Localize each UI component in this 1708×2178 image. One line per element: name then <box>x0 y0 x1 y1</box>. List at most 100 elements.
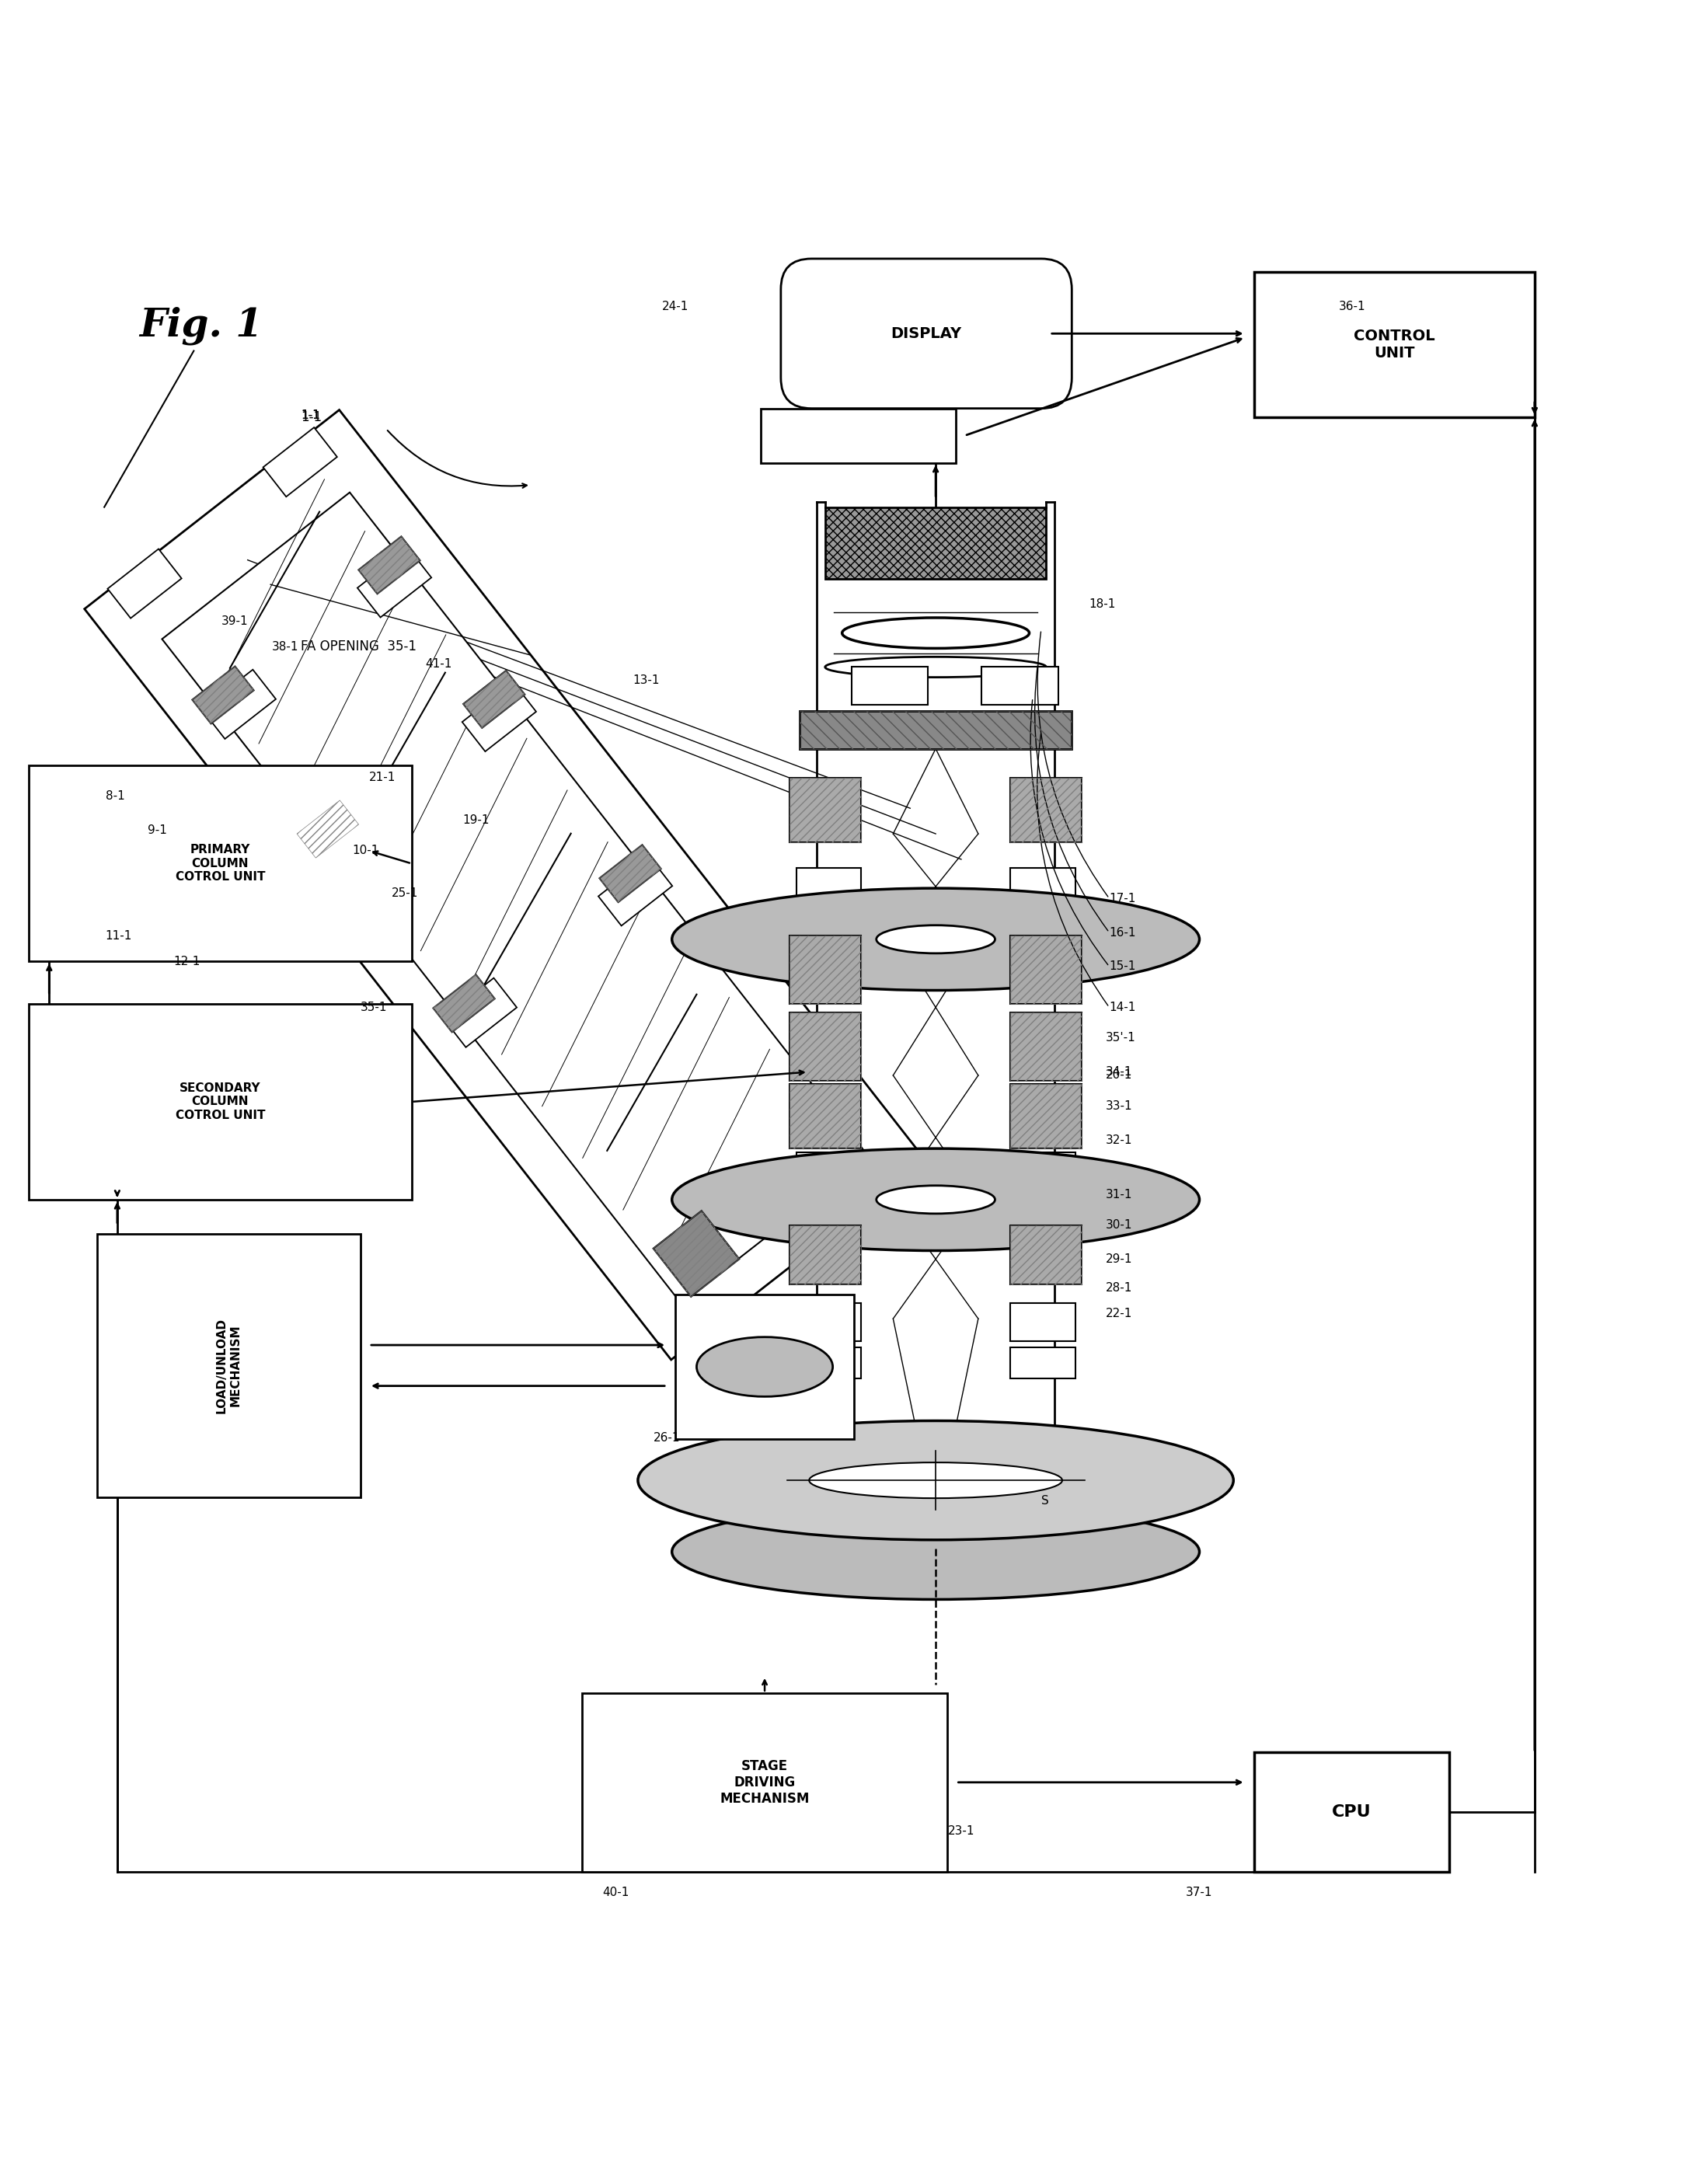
Ellipse shape <box>697 1337 834 1396</box>
Bar <box>825 507 1047 579</box>
Bar <box>796 1348 861 1379</box>
Text: 28-1: 28-1 <box>1105 1283 1132 1294</box>
Bar <box>29 1004 412 1200</box>
Bar <box>796 1111 861 1148</box>
Bar <box>789 1085 861 1148</box>
Text: 20-1: 20-1 <box>1105 1069 1132 1080</box>
Polygon shape <box>600 845 661 902</box>
Text: 12-1: 12-1 <box>174 956 200 967</box>
Polygon shape <box>442 978 518 1048</box>
Polygon shape <box>162 492 869 1302</box>
Bar <box>97 1233 360 1496</box>
Polygon shape <box>108 549 181 619</box>
Text: 30-1: 30-1 <box>1105 1220 1132 1231</box>
Bar <box>1254 1753 1450 1871</box>
Text: 40-1: 40-1 <box>603 1886 629 1897</box>
Bar <box>796 867 861 902</box>
Bar <box>1011 1111 1076 1148</box>
Text: 35'-1: 35'-1 <box>1105 1032 1136 1043</box>
Bar <box>982 666 1059 703</box>
FancyBboxPatch shape <box>781 259 1073 409</box>
Text: 23-1: 23-1 <box>948 1825 974 1836</box>
Bar <box>789 937 861 1004</box>
Bar <box>1011 937 1081 1004</box>
Ellipse shape <box>671 1505 1199 1599</box>
Bar <box>1011 1013 1081 1080</box>
Text: 1-1: 1-1 <box>301 409 319 420</box>
Ellipse shape <box>876 1185 996 1213</box>
Bar <box>789 778 861 843</box>
Text: S: S <box>1042 1494 1049 1507</box>
Bar <box>789 778 861 843</box>
Text: 41-1: 41-1 <box>425 658 453 669</box>
Bar <box>1011 1013 1081 1080</box>
Text: 19-1: 19-1 <box>463 815 490 825</box>
Text: 13-1: 13-1 <box>632 675 659 686</box>
Bar <box>796 1302 861 1342</box>
Bar <box>789 1224 861 1285</box>
Bar <box>789 1085 861 1148</box>
Polygon shape <box>357 549 432 616</box>
Ellipse shape <box>825 658 1047 677</box>
Text: PRIMARY
COLUMN
COTROL UNIT: PRIMARY COLUMN COTROL UNIT <box>176 845 265 882</box>
Polygon shape <box>84 409 926 1359</box>
Polygon shape <box>191 666 254 723</box>
Polygon shape <box>359 536 420 595</box>
Polygon shape <box>202 669 277 738</box>
Text: Fig. 1: Fig. 1 <box>140 307 263 344</box>
Text: 26-1: 26-1 <box>652 1431 680 1444</box>
Ellipse shape <box>876 926 996 954</box>
Text: 34-1: 34-1 <box>1105 1067 1132 1078</box>
Text: 24-1: 24-1 <box>661 301 688 311</box>
Bar <box>29 767 412 960</box>
Text: 25-1: 25-1 <box>391 886 418 900</box>
Ellipse shape <box>671 889 1199 991</box>
Polygon shape <box>297 799 359 858</box>
Bar <box>796 908 861 939</box>
Bar <box>789 1224 861 1285</box>
Polygon shape <box>434 974 495 1032</box>
Text: 1-1: 1-1 <box>301 409 319 420</box>
Ellipse shape <box>637 1420 1233 1540</box>
Ellipse shape <box>842 619 1030 649</box>
Bar <box>1011 1224 1081 1285</box>
Bar <box>675 1294 854 1440</box>
Text: 18-1: 18-1 <box>1088 599 1115 610</box>
Bar <box>1011 1085 1081 1148</box>
Text: 36-1: 36-1 <box>1339 301 1366 311</box>
Text: 33-1: 33-1 <box>1105 1100 1132 1111</box>
Text: 32-1: 32-1 <box>1105 1135 1132 1146</box>
Text: 17-1: 17-1 <box>1108 893 1136 904</box>
Text: 11-1: 11-1 <box>106 930 132 941</box>
Text: 1-1: 1-1 <box>301 409 323 425</box>
Bar <box>825 507 1047 579</box>
Bar <box>1011 778 1081 843</box>
Text: 39-1: 39-1 <box>220 614 248 627</box>
Text: 10-1: 10-1 <box>352 845 379 856</box>
Bar <box>799 712 1073 749</box>
Text: LOAD/UNLOAD
MECHANISM: LOAD/UNLOAD MECHANISM <box>217 1318 241 1414</box>
Bar <box>789 1013 861 1080</box>
Bar <box>582 1692 948 1871</box>
Bar <box>760 409 956 464</box>
Bar <box>1011 778 1081 843</box>
Text: SECONDARY
COLUMN
COTROL UNIT: SECONDARY COLUMN COTROL UNIT <box>176 1082 265 1122</box>
Bar <box>799 712 1073 749</box>
Ellipse shape <box>671 1148 1199 1250</box>
Bar <box>1011 1348 1076 1379</box>
Text: 21-1: 21-1 <box>369 771 396 784</box>
Bar <box>1011 908 1076 939</box>
Text: 8-1: 8-1 <box>106 791 125 802</box>
Text: 31-1: 31-1 <box>1105 1189 1132 1200</box>
Bar <box>1011 1152 1076 1183</box>
Bar <box>1254 272 1534 416</box>
Bar <box>1011 937 1081 1004</box>
Bar <box>1011 1085 1081 1148</box>
Polygon shape <box>598 856 673 926</box>
Bar <box>1011 1224 1081 1285</box>
Bar <box>1011 1302 1076 1342</box>
Text: 14-1: 14-1 <box>1108 1002 1136 1013</box>
Text: 38-1: 38-1 <box>272 640 299 653</box>
Polygon shape <box>463 682 536 751</box>
Text: 35-1: 35-1 <box>360 1002 388 1013</box>
